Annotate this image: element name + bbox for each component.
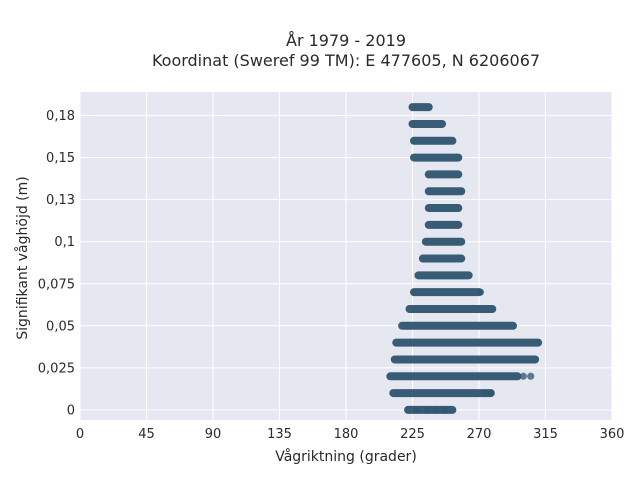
x-tick-label: 180 bbox=[334, 427, 359, 442]
x-tick-label: 90 bbox=[205, 427, 222, 442]
chart-title-line-2: Koordinat (Sweref 99 TM): E 477605, N 62… bbox=[152, 51, 540, 70]
y-tick-label: 0,15 bbox=[46, 151, 75, 166]
y-tick-label: 0,1 bbox=[54, 235, 75, 250]
x-tick-label: 45 bbox=[138, 427, 155, 442]
x-tick-label: 225 bbox=[400, 427, 425, 442]
data-point bbox=[423, 406, 431, 414]
data-point bbox=[432, 406, 440, 414]
x-tick-label: 315 bbox=[533, 427, 558, 442]
data-point bbox=[519, 372, 527, 380]
y-tick-label: 0,075 bbox=[38, 277, 75, 292]
x-tick-label: 0 bbox=[76, 427, 84, 442]
x-axis-label: Vågriktning (grader) bbox=[275, 448, 417, 465]
data-point bbox=[441, 406, 449, 414]
data-points bbox=[386, 103, 543, 414]
x-tick-label: 270 bbox=[467, 427, 492, 442]
chart-title-line-1: År 1979 - 2019 bbox=[286, 31, 406, 50]
data-point bbox=[487, 389, 495, 397]
data-point bbox=[413, 406, 421, 414]
grid bbox=[79, 92, 613, 420]
y-tick-label: 0,025 bbox=[38, 361, 75, 376]
data-point bbox=[527, 372, 535, 380]
y-tick-label: 0,05 bbox=[46, 319, 75, 334]
data-point bbox=[481, 389, 489, 397]
x-tick-label: 135 bbox=[267, 427, 292, 442]
x-tick-labels: 0 45 90 135 180 225 270 315 360 bbox=[76, 427, 625, 442]
y-tick-label: 0,18 bbox=[46, 109, 75, 124]
data-point bbox=[476, 288, 485, 296]
y-tick-label: 0 bbox=[67, 403, 75, 418]
y-axis-label: Signifikant våghöjd (m) bbox=[14, 176, 31, 339]
y-tick-labels: 0 0,025 0,05 0,075 0,1 0,13 0,15 0,18 bbox=[38, 109, 75, 418]
y-tick-label: 0,13 bbox=[46, 193, 75, 208]
x-tick-label: 360 bbox=[600, 427, 625, 442]
